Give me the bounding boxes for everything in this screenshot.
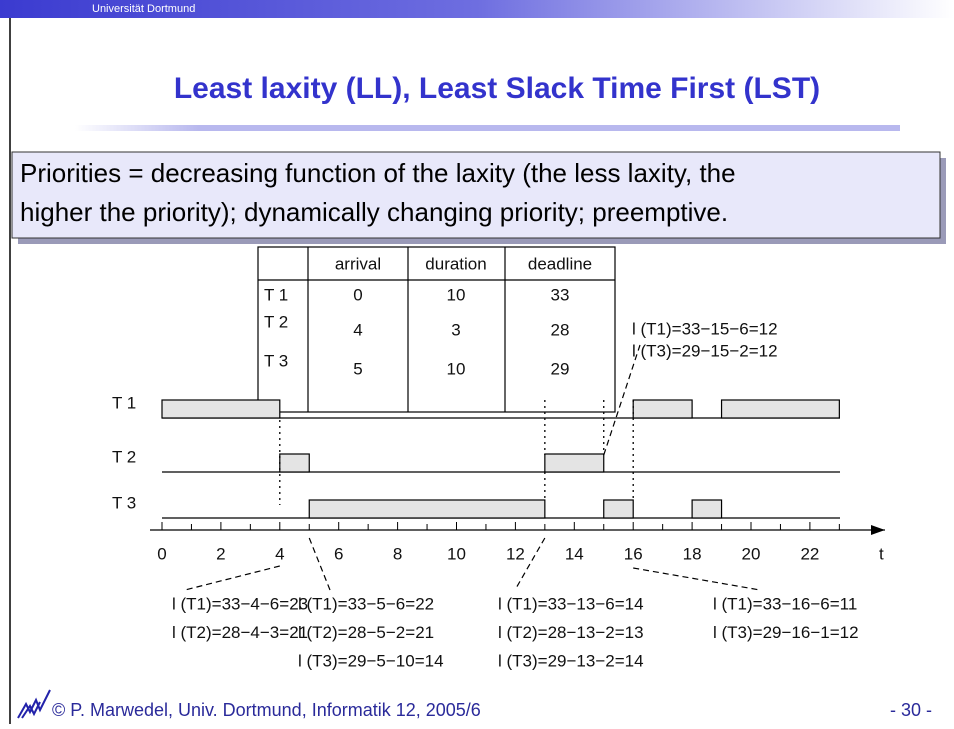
tick-label: 8 bbox=[393, 544, 402, 563]
tick-label: 22 bbox=[800, 544, 819, 563]
tick-label: 12 bbox=[506, 544, 525, 563]
laxity-annotation: l (T1)=33−13−6=14 bbox=[498, 594, 644, 613]
cell: 3 bbox=[451, 320, 460, 339]
task-segment bbox=[603, 499, 634, 519]
table-border bbox=[257, 246, 616, 413]
title: Least laxity (LL), Least Slack Time Firs… bbox=[174, 72, 820, 105]
task-segment bbox=[544, 453, 605, 473]
summary-line: Priorities = decreasing function of the … bbox=[20, 158, 736, 188]
tick-label: 14 bbox=[565, 544, 584, 563]
task-segment bbox=[308, 499, 546, 519]
tick-label: 0 bbox=[157, 544, 166, 563]
axis-label: t bbox=[879, 544, 884, 563]
cell: 4 bbox=[353, 320, 362, 339]
tick-label: 16 bbox=[624, 544, 643, 563]
dashed-pointer bbox=[308, 537, 331, 591]
timeline: T 1 T 2 T 3 0 2 4 6 8 10 12 14 16 18 20 22 t l (T1)=33−1… bbox=[112, 319, 885, 670]
cell: 0 bbox=[353, 285, 362, 304]
table bbox=[257, 246, 616, 413]
laxity-annotation: l (T1)=33−4−6=23 bbox=[172, 594, 308, 613]
task-label: T 3 bbox=[112, 493, 136, 512]
laxity-annotation: l (T3)=29−16−1=12 bbox=[713, 623, 859, 642]
laxity-annotation: l (T2)=28−13−2=13 bbox=[498, 623, 644, 642]
logo bbox=[17, 689, 51, 719]
table-cells: arrival duration deadline T 1 0 10 33 T 2 4 3 28 T … bbox=[264, 254, 592, 378]
axis-arrow bbox=[871, 525, 885, 535]
footer-author: © P. Marwedel, Univ. Dortmund, Informati… bbox=[52, 700, 481, 720]
task-label: T 2 bbox=[112, 447, 136, 466]
tick-label: 10 bbox=[447, 544, 466, 563]
cell: 28 bbox=[551, 320, 570, 339]
cell: 33 bbox=[551, 285, 570, 304]
header-bar bbox=[0, 0, 954, 18]
cell: 10 bbox=[447, 359, 466, 378]
task-segment bbox=[720, 399, 840, 419]
tick-label: 2 bbox=[216, 544, 225, 563]
cell: 29 bbox=[551, 359, 570, 378]
task-segment bbox=[691, 499, 723, 519]
laxity-annotation: l (T2)=28−4−3=21 bbox=[172, 623, 308, 642]
cell: 5 bbox=[353, 359, 362, 378]
column-header: duration bbox=[425, 254, 486, 273]
task-label: T 1 bbox=[112, 393, 136, 412]
cell: 10 bbox=[447, 285, 466, 304]
column-header: arrival bbox=[335, 254, 381, 273]
laxity-annotation: l (T2)=28−5−2=21 bbox=[298, 623, 434, 642]
title-underline bbox=[75, 125, 900, 131]
tick-label: 20 bbox=[742, 544, 761, 563]
row-header: T 3 bbox=[264, 351, 288, 370]
laxity-annotation: l (T1)=33−15−6=12 bbox=[632, 319, 778, 338]
laxity-annotation: l (T3)=29−13−2=14 bbox=[498, 651, 644, 670]
tick-label: 6 bbox=[334, 544, 343, 563]
column-header: deadline bbox=[528, 254, 592, 273]
task-segment bbox=[279, 453, 310, 473]
university: Universität Dortmund bbox=[92, 3, 195, 15]
laxity-annotation: l (T1)=33−16−6=11 bbox=[713, 594, 857, 613]
laxity-annotation: l (T3)=29−15−2=12 bbox=[632, 341, 778, 360]
row-header: T 2 bbox=[264, 312, 288, 331]
laxity-annotation: l (T3)=29−5−10=14 bbox=[298, 651, 444, 670]
logo-mark bbox=[21, 701, 41, 719]
task-segment bbox=[161, 399, 281, 419]
tick-label: 18 bbox=[683, 544, 702, 563]
summary-box bbox=[11, 151, 941, 239]
dashed-pointer bbox=[633, 567, 761, 591]
task-segment bbox=[632, 399, 693, 419]
laxity-annotation: l (T1)=33−5−6=22 bbox=[298, 594, 434, 613]
page-number: - 30 - bbox=[890, 700, 932, 720]
row-header: T 1 bbox=[264, 285, 288, 304]
dashed-pointer bbox=[184, 565, 280, 591]
summary-line: higher the priority); dynamically changi… bbox=[20, 197, 728, 227]
logo-mark bbox=[17, 689, 51, 719]
tick-label: 4 bbox=[275, 544, 284, 563]
